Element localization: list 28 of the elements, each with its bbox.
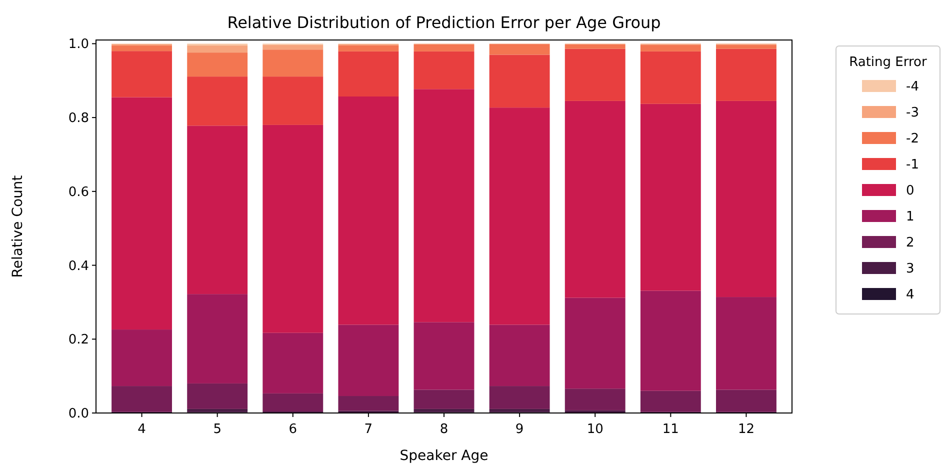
chart-title: Relative Distribution of Prediction Error per Age Group [227, 13, 661, 32]
legend-label: -3 [906, 106, 919, 121]
legend-label: -2 [906, 132, 919, 147]
legend-label: 4 [906, 288, 914, 303]
legend-label: -1 [906, 158, 919, 173]
x-tick-label: 9 [515, 422, 524, 437]
y-tick-label: 0.6 [68, 184, 89, 200]
x-tick-label: 11 [662, 422, 679, 437]
legend-label: 2 [906, 236, 914, 251]
y-tick-label: 1.0 [68, 37, 89, 52]
x-tick-label: 5 [213, 422, 222, 437]
x-axis-title: Speaker Age [400, 448, 488, 464]
legend-title: Rating Error [849, 55, 928, 70]
y-tick-label: 0.8 [68, 111, 89, 126]
x-tick-label: 10 [586, 422, 604, 437]
x-tick-label: 12 [738, 422, 754, 437]
x-tick-label: 7 [364, 422, 373, 437]
x-tick-label: 8 [440, 422, 448, 437]
legend-label: 1 [906, 210, 914, 225]
y-tick-label: 0.2 [68, 332, 89, 348]
legend-label: 3 [906, 262, 914, 277]
y-tick-label: 0.4 [68, 258, 89, 274]
legend-label: 0 [906, 184, 914, 199]
y-axis-title: Relative Count [10, 174, 26, 278]
legend-label: -4 [906, 80, 919, 95]
y-tick-label: 0.0 [68, 406, 89, 422]
x-tick-label: 4 [138, 422, 146, 437]
x-tick-label: 6 [288, 422, 298, 437]
